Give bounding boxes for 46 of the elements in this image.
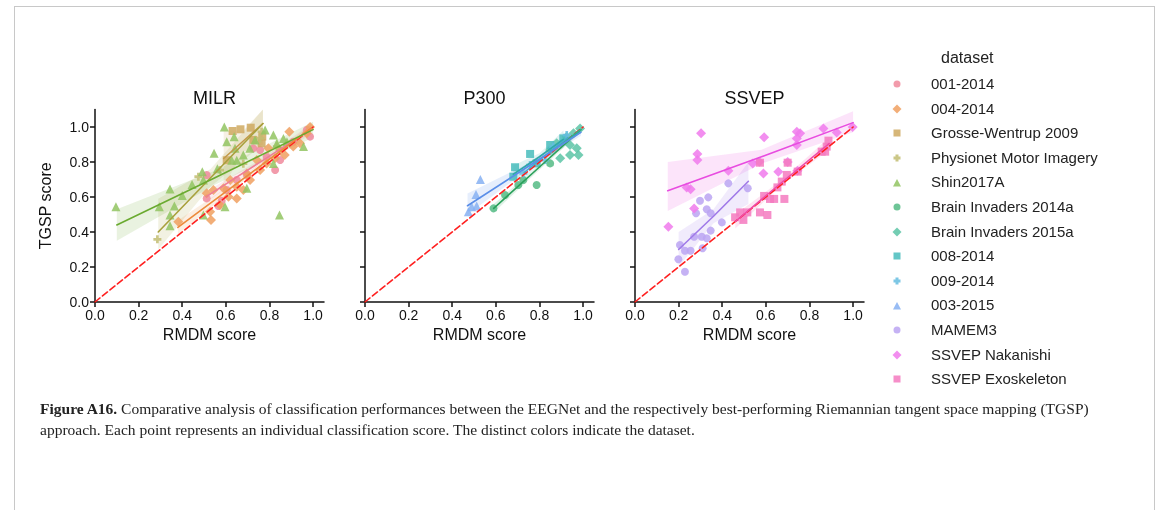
x-axis-title: RMDM score <box>162 326 257 344</box>
x-tick-label: 0.6 <box>756 307 776 323</box>
legend-label: Shin2017A <box>931 172 1005 193</box>
legend-label: 004-2014 <box>931 98 995 119</box>
x-axis-title: RMDM score <box>702 326 797 344</box>
legend-label: Brain Invaders 2015a <box>931 221 1074 242</box>
y-tick-label: 0.4 <box>69 224 90 240</box>
caption: Figure A16. Comparative analysis of classification performances between the EEGNet and the respectively best-performing Riemannian tangent space mapping (TGSP) approach. Each point represents an individual classification score. The distinct colors indicate the dataset. <box>40 399 1090 440</box>
legend-label: SSVEP Nakanishi <box>931 344 1051 365</box>
legend-label: SSVEP Exoskeleton <box>931 369 1067 390</box>
x-tick-label: 1.0 <box>573 307 594 323</box>
legend-label: Brain Invaders 2014a <box>931 196 1074 217</box>
y-tick-label: 0.6 <box>69 189 90 205</box>
x-tick-label: 0.4 <box>172 307 193 323</box>
x-tick-label: 0.8 <box>799 307 820 323</box>
legend-label: 009-2014 <box>931 270 995 291</box>
x-axis-title: RMDM score <box>432 326 527 344</box>
x-tick-label: 0.2 <box>398 307 419 323</box>
x-tick-label: 0.0 <box>85 307 105 323</box>
x-tick-label: 0.4 <box>442 307 463 323</box>
x-tick-label: 0.8 <box>529 307 550 323</box>
y-tick-label: 0.0 <box>69 294 90 310</box>
legend-label: MAMEM3 <box>931 319 997 340</box>
legend-title: dataset <box>941 48 995 68</box>
y-tick-label: 0.2 <box>69 259 90 275</box>
x-tick-label: 1.0 <box>843 307 864 323</box>
chart-title: MILR <box>192 88 237 108</box>
chart-title: SSVEP <box>724 88 785 108</box>
legend-label: Physionet Motor Imagery <box>931 147 1098 168</box>
y-tick-label: 0.8 <box>69 154 90 170</box>
legend-label: 008-2014 <box>931 246 995 267</box>
x-tick-label: 0.2 <box>128 307 149 323</box>
x-tick-label: 0.8 <box>259 307 280 323</box>
chart-title: P300 <box>463 88 506 108</box>
y-axis-title: TGSP score <box>36 162 54 250</box>
x-tick-label: 0.6 <box>216 307 236 323</box>
x-tick-label: 1.0 <box>303 307 324 323</box>
x-tick-label: 0.2 <box>668 307 689 323</box>
legend-label: Grosse-Wentrup 2009 <box>931 123 1079 144</box>
legend-label: 003-2015 <box>931 295 995 316</box>
x-tick-label: 0.0 <box>625 307 645 323</box>
x-tick-label: 0.0 <box>355 307 375 323</box>
x-tick-label: 0.4 <box>712 307 733 323</box>
legend-label: 001-2014 <box>931 74 995 94</box>
y-tick-label: 1.0 <box>69 119 90 135</box>
x-tick-label: 0.6 <box>486 307 506 323</box>
